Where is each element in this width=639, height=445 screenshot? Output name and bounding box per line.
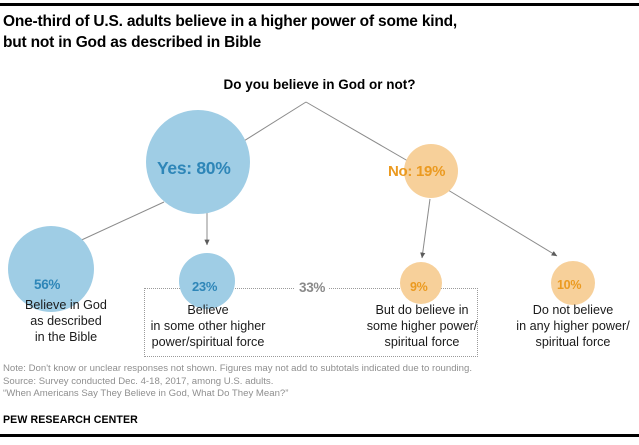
node-yes-value: 80: [196, 158, 216, 178]
node-no-19-label: No: 19%: [388, 163, 445, 180]
caption-no-higher-power: Do not believe in any higher power/ spir…: [498, 302, 639, 350]
node-no-but-higher-power-9-label: 9%: [410, 280, 428, 294]
node-yes-80: [146, 110, 250, 214]
caption-no-but-line2: some higher power/: [366, 319, 478, 333]
node-23-suffix: %: [205, 279, 218, 294]
page-title: One-third of U.S. adults believe in a hi…: [3, 11, 603, 53]
node-9-value: 9: [410, 280, 417, 294]
caption-other-higher-power: Believe in some other higher power/spiri…: [140, 302, 276, 350]
caption-believe-bible-line3: in the Bible: [34, 330, 98, 344]
node-no-value: 19: [415, 163, 433, 180]
node-yes-suffix: %: [215, 158, 231, 178]
node-56-value: 56: [34, 277, 49, 292]
node-no-prefix: No:: [388, 163, 416, 180]
pew-research-center-label: PEW RESEARCH CENTER: [3, 414, 138, 426]
bottom-divider-rule: [0, 434, 639, 437]
caption-believe-bible-line2: as described: [30, 314, 102, 328]
caption-no-not-line2: in any higher power/: [516, 319, 630, 333]
mid-label-suffix: %: [313, 280, 326, 295]
node-no-higher-power-10-label: 10%: [557, 278, 581, 292]
caption-other-line3: power/spiritual force: [151, 335, 265, 349]
node-yes-80-label: Yes: 80%: [157, 158, 231, 179]
caption-no-not-line3: spiritual force: [535, 335, 611, 349]
node-no-suffix: %: [432, 163, 446, 180]
mid-label-number: 33: [299, 280, 314, 295]
caption-other-line2: in some other higher: [150, 319, 266, 333]
node-10-value: 10: [557, 278, 571, 292]
node-23-value: 23: [192, 279, 206, 294]
footer-study-title: “When Americans Say They Believe in God,…: [3, 388, 289, 400]
footer-notes: Note: Don't know or unclear responses no…: [3, 363, 633, 401]
caption-other-line1: Believe: [187, 303, 229, 317]
node-believe-bible-56-label: 56%: [34, 277, 60, 292]
node-56-suffix: %: [48, 277, 61, 292]
title-line-1: One-third of U.S. adults believe in a hi…: [3, 13, 457, 30]
caption-believe-bible-line1: Believe in God: [25, 298, 107, 312]
combined-33-percent-label: 8033%: [295, 280, 330, 295]
node-10-suffix: %: [570, 278, 582, 292]
caption-no-but-line1: But do believe in: [375, 303, 469, 317]
node-9-suffix: %: [416, 280, 428, 294]
node-no-but-higher-power-9: [400, 262, 442, 304]
node-yes-prefix: Yes:: [157, 158, 197, 178]
node-other-higher-power-23-label: 23%: [192, 279, 217, 294]
top-divider-rule: [0, 3, 639, 6]
node-other-higher-power-23: [179, 253, 235, 309]
caption-believe-bible: Believe in God as described in the Bible: [0, 297, 132, 345]
caption-no-but-higher-power: But do believe in some higher power/ spi…: [349, 302, 495, 350]
node-believe-bible-56: [8, 226, 94, 312]
footer-note: Note: Don't know or unclear responses no…: [3, 363, 473, 374]
caption-no-but-line3: spiritual force: [384, 335, 460, 349]
node-no-19: [404, 144, 458, 198]
chart-question-heading: Do you believe in God or not?: [223, 77, 416, 92]
node-no-higher-power-10: [551, 261, 595, 305]
caption-no-not-line1: Do not believe: [532, 303, 614, 317]
title-line-2: but not in God as described in Bible: [3, 34, 262, 51]
footer-source: Source: Survey conducted Dec. 4-18, 2017…: [3, 375, 274, 387]
